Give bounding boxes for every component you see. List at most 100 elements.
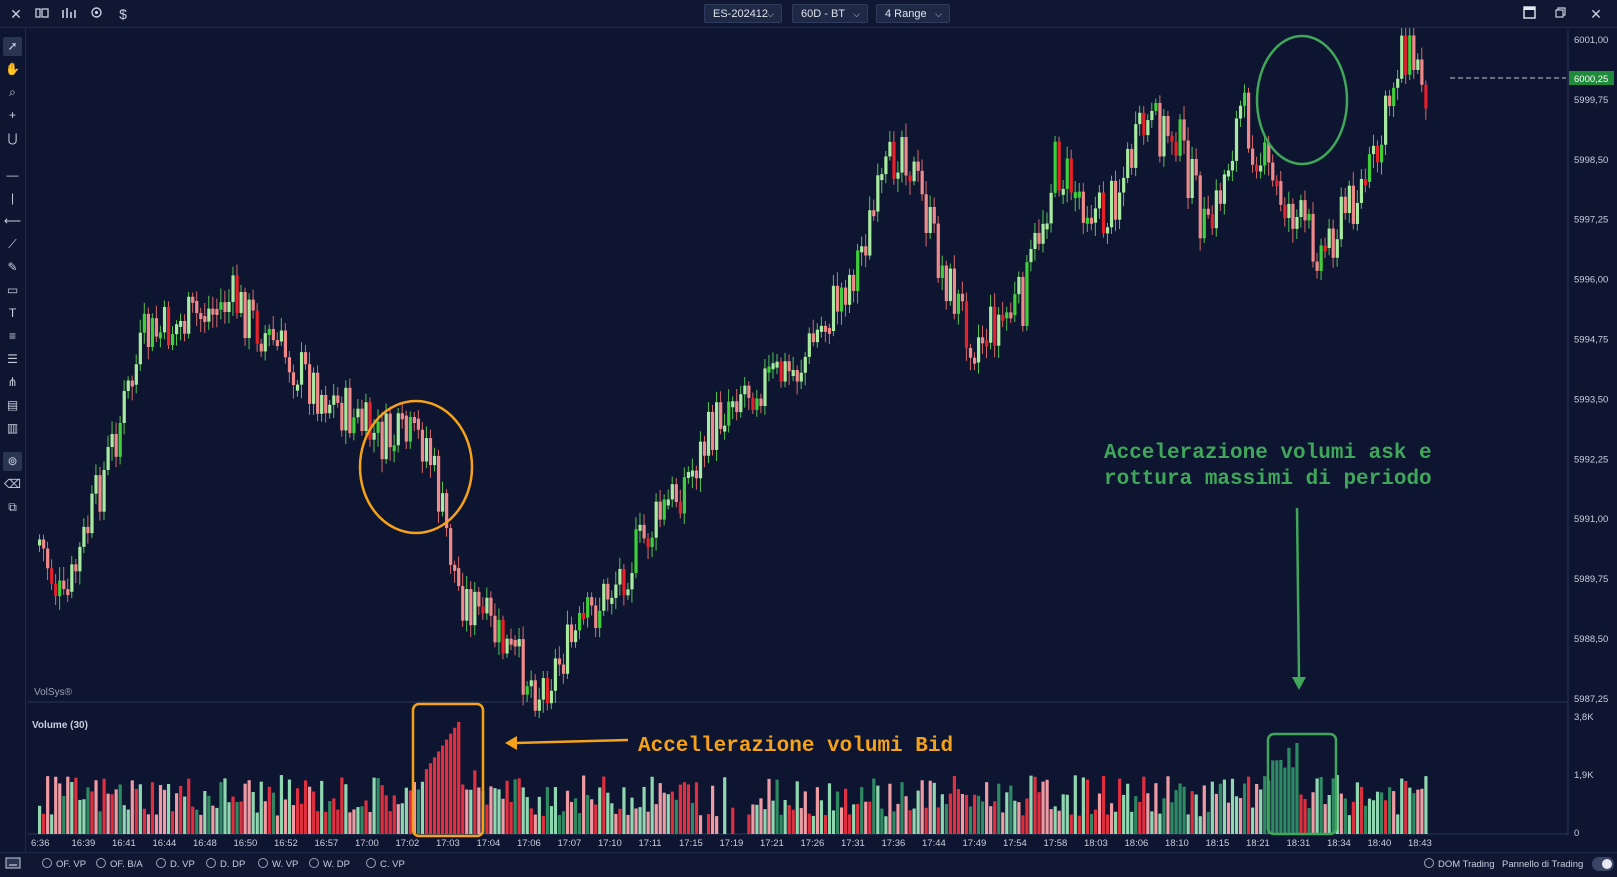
volume-bar	[787, 805, 791, 834]
volume-bar	[485, 804, 489, 834]
volume-bar	[46, 776, 50, 834]
volume-bar	[759, 798, 763, 834]
cursor-icon[interactable]: ➚	[3, 37, 22, 56]
keyboard-icon[interactable]	[3, 855, 23, 875]
candle-body	[715, 402, 719, 450]
volume-bar	[835, 791, 840, 834]
indicator-toggle[interactable]: OF. B/A	[96, 858, 143, 872]
candle-body	[227, 301, 231, 313]
volume-bar	[489, 786, 493, 834]
trading-panel-switch[interactable]	[1592, 857, 1614, 871]
candle-body	[392, 445, 396, 452]
candle-body	[795, 370, 799, 382]
volume-bar	[815, 787, 819, 834]
dom-trading-toggle[interactable]: DOM Trading	[1424, 858, 1495, 872]
candle-body	[243, 292, 247, 339]
price-tick-label: 5993,50	[1574, 394, 1608, 405]
profile-2-icon[interactable]: ▥	[6, 421, 19, 435]
pencil-icon[interactable]: ✎	[7, 260, 18, 274]
profile-1-icon[interactable]: ▤	[6, 398, 19, 412]
volume-bar	[380, 785, 384, 834]
volume-bar	[537, 796, 541, 834]
vertical-line-icon[interactable]: |	[10, 191, 15, 205]
hand-icon[interactable]: ✋	[5, 62, 20, 76]
candle-body	[618, 568, 622, 585]
indicator-toggle[interactable]: D. VP	[156, 858, 195, 872]
candle-body	[1166, 116, 1170, 136]
volume-bar	[767, 778, 771, 834]
candle-body	[1186, 140, 1190, 199]
indicator-toggle[interactable]: D. DP	[206, 858, 245, 872]
pitchfork-icon[interactable]: ⋔	[7, 375, 18, 389]
candle-body	[1142, 112, 1146, 136]
price-candles	[38, 23, 1428, 719]
candle-body	[235, 275, 239, 313]
restore-icon[interactable]	[1551, 4, 1571, 24]
settings-icon[interactable]	[86, 4, 106, 24]
volume-bar	[711, 785, 715, 834]
candle-body	[682, 477, 686, 514]
candle-body	[549, 690, 554, 704]
lock-icon[interactable]: ⊚	[3, 452, 22, 471]
trend-line-icon[interactable]: ⟋	[8, 237, 17, 251]
close-icon[interactable]: ✕	[10, 6, 22, 22]
volume-bar	[400, 803, 404, 834]
dollar-icon[interactable]: $	[119, 6, 127, 22]
volume-bar	[1118, 778, 1122, 834]
volume-bar	[66, 776, 70, 834]
candle-body	[755, 398, 759, 410]
indicator-toggle[interactable]: C. VP	[366, 858, 405, 872]
window-icon[interactable]	[1519, 4, 1539, 24]
volume-bar	[1009, 785, 1013, 834]
volume-bar	[1089, 813, 1094, 834]
volume-bar	[638, 807, 642, 834]
crosshair-icon[interactable]: +	[8, 108, 16, 122]
ask-annotation-text-line1: Accelerazione volumi ask e	[1104, 442, 1432, 465]
volume-bar	[650, 776, 654, 834]
volume-bar	[50, 814, 54, 834]
text-icon[interactable]: T	[8, 306, 17, 320]
candle-body	[537, 699, 541, 711]
volume-bar	[320, 780, 324, 834]
zoom-icon[interactable]: ⌕	[9, 85, 16, 99]
close-window-icon[interactable]: ✕	[1590, 6, 1602, 22]
ray-icon[interactable]: ⟵	[3, 214, 22, 228]
timeframe-dropdown[interactable]: 60D - BT ⌵	[792, 4, 868, 23]
radio-icon	[258, 858, 268, 868]
horizontal-line-icon[interactable]: —	[6, 168, 19, 182]
bar-type-dropdown[interactable]: 4 Range ⌵	[876, 4, 950, 23]
candle-body	[1081, 191, 1085, 223]
eraser-icon[interactable]: ⌫	[4, 477, 21, 491]
parallel-channel-icon[interactable]: ☰	[7, 352, 18, 366]
symbol-dropdown[interactable]: ES-202412 ⌵	[704, 4, 782, 23]
volume-bar	[1299, 794, 1303, 834]
volume-bar	[1190, 791, 1194, 834]
layers-icon[interactable]: ⧉	[8, 500, 17, 514]
layout-icon[interactable]	[32, 4, 52, 24]
candle-body	[1371, 145, 1376, 155]
indicator-toggle[interactable]: W. VP	[258, 858, 298, 872]
volume-bar	[1154, 783, 1158, 834]
volume-bar	[267, 786, 271, 834]
volume-bar	[263, 801, 267, 834]
indicator-toggle[interactable]: OF. VP	[42, 858, 86, 872]
volume-bar	[976, 795, 981, 834]
time-tick-label: 17:06	[517, 838, 541, 849]
candle-body	[642, 524, 646, 539]
candle-body	[702, 441, 707, 456]
volume-bar	[126, 809, 130, 834]
volume-bar	[860, 787, 864, 834]
rectangle-icon[interactable]: ▭	[6, 283, 19, 297]
magnet-icon[interactable]: ⋃	[7, 131, 18, 145]
bar-chart-icon[interactable]	[59, 4, 79, 24]
volume-bar	[154, 814, 159, 834]
fibonacci-icon[interactable]: ≡	[8, 329, 16, 343]
volume-bar	[235, 802, 239, 834]
indicator-toggle[interactable]: W. DP	[309, 858, 350, 872]
candle-body	[944, 265, 948, 302]
candle-body	[86, 526, 90, 534]
candle-body	[513, 639, 517, 647]
candle-body	[735, 401, 739, 413]
candle-body	[477, 591, 481, 607]
